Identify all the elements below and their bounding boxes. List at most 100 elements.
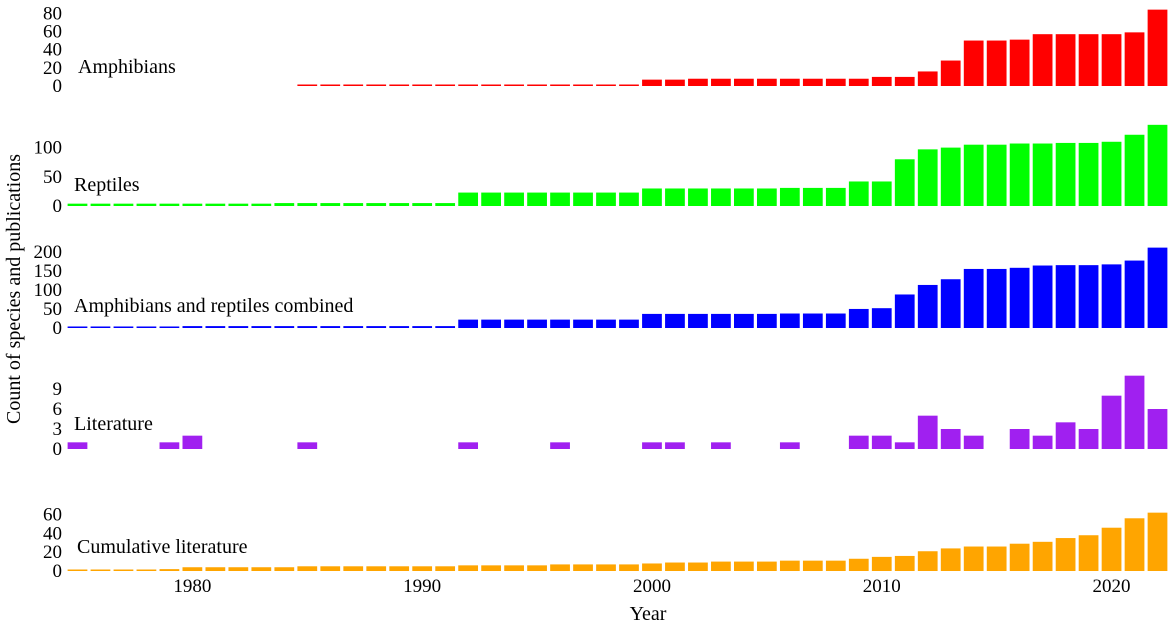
bar (1101, 264, 1122, 328)
bar (756, 313, 777, 328)
bar (711, 442, 731, 449)
bar (435, 566, 456, 571)
bar (963, 435, 984, 449)
bar (1124, 260, 1145, 328)
bar (90, 326, 111, 328)
bar (343, 84, 364, 86)
bar (297, 566, 318, 571)
bar (67, 442, 88, 449)
bar (228, 203, 249, 206)
bar (573, 192, 593, 206)
y-tick-label: 80 (43, 3, 62, 24)
y-tick-label: 0 (53, 76, 63, 97)
bar (297, 203, 318, 206)
bar (343, 566, 364, 571)
bar (848, 435, 869, 449)
bar (619, 564, 639, 571)
bar (1009, 39, 1030, 86)
panel-label: Amphibians and reptiles combined (74, 295, 353, 317)
bar (1055, 422, 1076, 449)
bar (963, 144, 984, 206)
bar (527, 565, 547, 571)
bar (779, 560, 800, 571)
bar (1124, 32, 1145, 86)
bar (389, 203, 410, 206)
y-tick-label: 20 (43, 58, 62, 79)
bar (802, 560, 823, 571)
bar (274, 326, 295, 328)
panel-2: 0 50 100 Reptiles (34, 124, 1168, 217)
bar (320, 326, 341, 328)
bar (90, 203, 111, 206)
bar (182, 203, 203, 206)
bar (894, 294, 915, 328)
y-tick-label: 60 (43, 21, 62, 42)
bar (665, 313, 685, 328)
bar (366, 566, 387, 571)
bar (435, 203, 456, 206)
bar (642, 313, 662, 328)
bar (871, 556, 892, 571)
bar (1009, 267, 1030, 328)
bar (1101, 395, 1122, 449)
bar (504, 192, 524, 206)
bar (734, 561, 754, 571)
y-tick-label: 0 (53, 439, 63, 460)
bar (711, 78, 731, 86)
bar (251, 567, 272, 571)
bar (596, 319, 616, 328)
bar (848, 78, 869, 86)
bar (871, 76, 892, 86)
bar (917, 284, 938, 328)
bar (481, 319, 501, 328)
bar (1101, 34, 1122, 86)
bar (596, 564, 616, 571)
y-tick-label: 100 (34, 138, 63, 159)
bar (1032, 143, 1053, 206)
bar (205, 326, 226, 328)
bar (963, 40, 984, 86)
bar (481, 565, 501, 571)
bar (1009, 143, 1030, 206)
bar (1032, 34, 1053, 86)
y-tick-label: 3 (53, 419, 63, 440)
chart-panels: 020406080Amphibians050100Reptiles0501001… (34, 3, 1168, 582)
panel-label: Reptiles (74, 174, 140, 196)
bar (894, 159, 915, 206)
bar (159, 569, 180, 571)
bar (940, 429, 961, 449)
bar (435, 84, 456, 86)
panel-label: Literature (74, 413, 153, 435)
bar (90, 569, 111, 571)
bar (1124, 518, 1145, 571)
bar (986, 268, 1007, 328)
x-tick-label: 2020 (1093, 576, 1131, 597)
bar (688, 562, 708, 571)
bar (159, 442, 180, 449)
bar (1055, 538, 1076, 571)
y-tick-label: 100 (34, 280, 63, 301)
bar (389, 326, 410, 328)
bar (940, 548, 961, 571)
bar (1124, 375, 1145, 449)
x-tick-label: 2000 (633, 576, 671, 597)
y-axis-title: Count of species and publications (3, 154, 25, 424)
bar (1078, 535, 1099, 571)
bar (228, 326, 249, 328)
bar (1124, 134, 1145, 206)
bar (435, 326, 456, 328)
y-tick-label: 0 (53, 561, 63, 582)
bar (458, 192, 479, 206)
bar (688, 188, 708, 206)
bar (1009, 429, 1030, 449)
bar (481, 84, 501, 86)
bar (894, 555, 915, 571)
bar (642, 79, 662, 86)
bar (1055, 265, 1076, 328)
bar (825, 78, 846, 86)
bar (665, 562, 685, 571)
bar (136, 203, 157, 206)
